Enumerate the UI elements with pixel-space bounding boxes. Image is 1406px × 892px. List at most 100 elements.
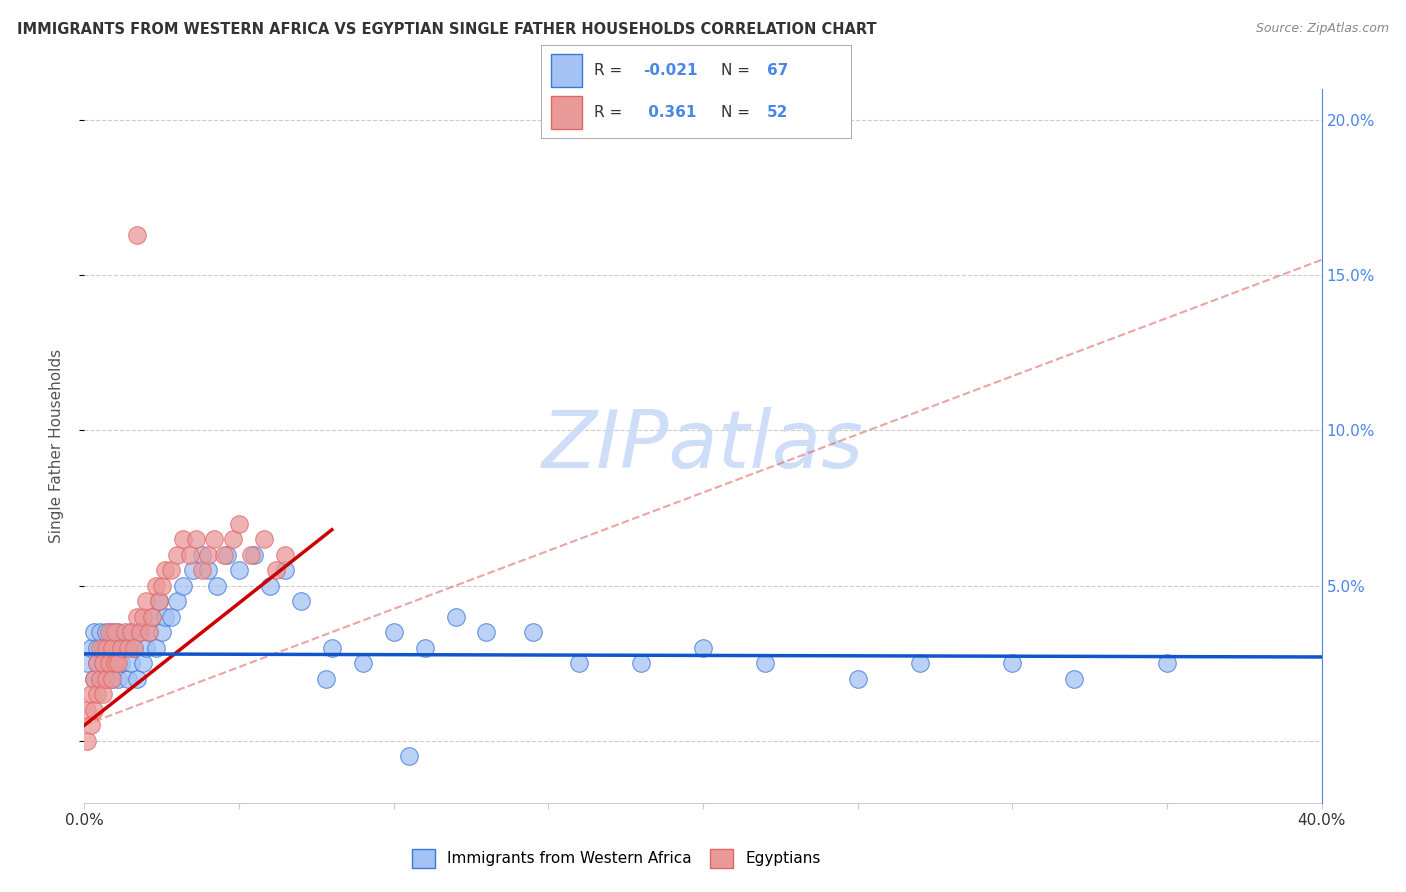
Point bbox=[91, 656, 114, 670]
Point bbox=[98, 640, 121, 655]
FancyBboxPatch shape bbox=[551, 54, 582, 87]
Point bbox=[568, 656, 591, 670]
Point bbox=[79, 640, 101, 655]
Point bbox=[89, 672, 111, 686]
Point bbox=[191, 548, 214, 562]
Text: -0.021: -0.021 bbox=[644, 62, 697, 78]
Text: N =: N = bbox=[721, 105, 755, 120]
Point bbox=[240, 548, 263, 562]
Point bbox=[148, 594, 170, 608]
Point bbox=[179, 548, 201, 562]
Point bbox=[184, 532, 207, 546]
Point bbox=[76, 733, 98, 747]
Point bbox=[86, 687, 108, 701]
Point bbox=[413, 640, 436, 655]
Point bbox=[86, 640, 108, 655]
Point bbox=[94, 640, 117, 655]
Point bbox=[83, 672, 105, 686]
Point bbox=[89, 672, 111, 686]
Text: Source: ZipAtlas.com: Source: ZipAtlas.com bbox=[1256, 22, 1389, 36]
Point bbox=[444, 609, 467, 624]
Point bbox=[264, 563, 287, 577]
Point bbox=[83, 625, 105, 640]
Point bbox=[153, 609, 176, 624]
Point bbox=[104, 640, 127, 655]
Point bbox=[145, 640, 167, 655]
Point bbox=[91, 656, 114, 670]
Text: 67: 67 bbox=[768, 62, 789, 78]
Point bbox=[79, 718, 101, 732]
Point bbox=[110, 640, 132, 655]
Point bbox=[692, 640, 714, 655]
Point bbox=[132, 656, 155, 670]
Point bbox=[290, 594, 312, 608]
Point bbox=[315, 672, 337, 686]
Point bbox=[1001, 656, 1024, 670]
Point bbox=[274, 563, 297, 577]
Point bbox=[104, 625, 127, 640]
Point bbox=[83, 672, 105, 686]
Point bbox=[129, 625, 152, 640]
Text: IMMIGRANTS FROM WESTERN AFRICA VS EGYPTIAN SINGLE FATHER HOUSEHOLDS CORRELATION : IMMIGRANTS FROM WESTERN AFRICA VS EGYPTI… bbox=[17, 22, 876, 37]
Point bbox=[101, 640, 124, 655]
Point bbox=[215, 548, 238, 562]
Point bbox=[101, 672, 124, 686]
Point bbox=[104, 656, 127, 670]
Point bbox=[94, 625, 117, 640]
Point bbox=[76, 656, 98, 670]
Legend: Immigrants from Western Africa, Egyptians: Immigrants from Western Africa, Egyptian… bbox=[406, 843, 827, 873]
Point bbox=[1156, 656, 1178, 670]
Point bbox=[79, 687, 101, 701]
FancyBboxPatch shape bbox=[551, 96, 582, 129]
Point bbox=[259, 579, 281, 593]
Point bbox=[630, 656, 652, 670]
Point bbox=[1063, 672, 1085, 686]
Text: R =: R = bbox=[593, 62, 627, 78]
Point bbox=[132, 609, 155, 624]
Point bbox=[172, 532, 194, 546]
Point bbox=[107, 672, 129, 686]
Point bbox=[83, 703, 105, 717]
Point bbox=[89, 640, 111, 655]
Point bbox=[243, 548, 266, 562]
Point bbox=[321, 640, 343, 655]
Point bbox=[91, 687, 114, 701]
Point bbox=[228, 563, 250, 577]
Point bbox=[148, 594, 170, 608]
Point bbox=[120, 656, 142, 670]
Point bbox=[166, 548, 188, 562]
Point bbox=[191, 563, 214, 577]
Point bbox=[197, 563, 219, 577]
Point bbox=[117, 672, 139, 686]
Point bbox=[101, 625, 124, 640]
Point bbox=[475, 625, 498, 640]
Point bbox=[150, 579, 173, 593]
Text: R =: R = bbox=[593, 105, 631, 120]
Point bbox=[135, 594, 157, 608]
Point bbox=[86, 656, 108, 670]
Text: N =: N = bbox=[721, 62, 755, 78]
Point bbox=[274, 548, 297, 562]
Point bbox=[125, 672, 148, 686]
Point bbox=[207, 579, 229, 593]
Point bbox=[398, 749, 420, 764]
Point bbox=[202, 532, 225, 546]
Point bbox=[150, 625, 173, 640]
Point bbox=[145, 579, 167, 593]
Point bbox=[846, 672, 869, 686]
Point bbox=[135, 640, 157, 655]
Point bbox=[125, 227, 148, 242]
Text: ZIPatlas: ZIPatlas bbox=[541, 407, 865, 485]
Point bbox=[120, 625, 142, 640]
Point bbox=[141, 609, 163, 624]
Point bbox=[160, 563, 183, 577]
Point bbox=[141, 609, 163, 624]
Point bbox=[107, 625, 129, 640]
Point bbox=[94, 672, 117, 686]
Point bbox=[89, 625, 111, 640]
Point bbox=[352, 656, 374, 670]
Point bbox=[120, 625, 142, 640]
Point bbox=[122, 640, 145, 655]
Point bbox=[86, 656, 108, 670]
Point bbox=[138, 625, 160, 640]
